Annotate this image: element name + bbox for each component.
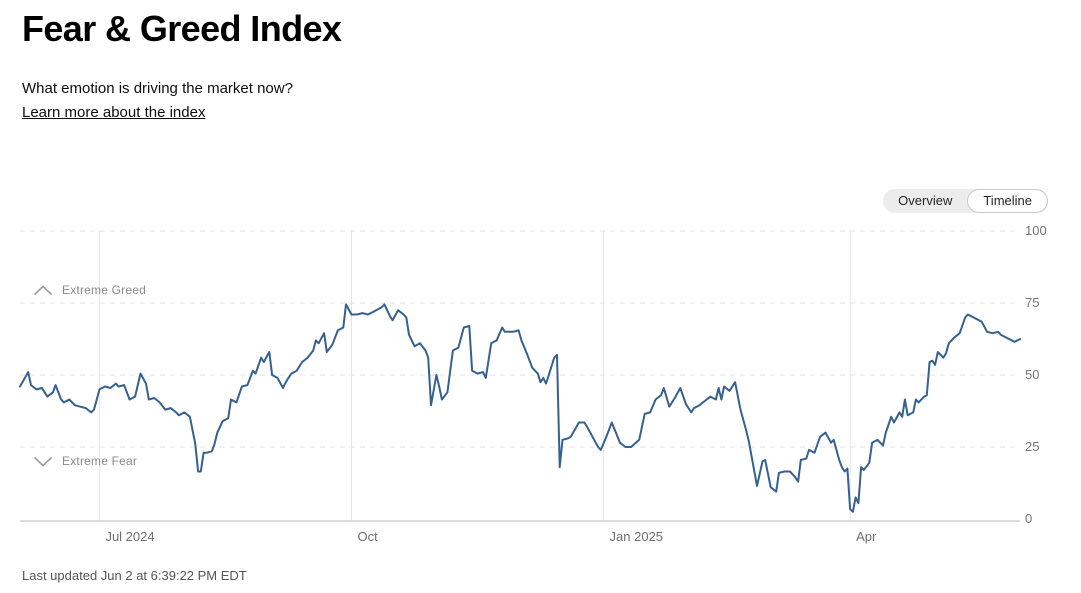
chevron-up-icon (33, 284, 53, 295)
subtitle: What emotion is driving the market now? (22, 80, 293, 97)
x-axis-tick-label: Oct (357, 529, 378, 544)
x-axis-tick-label: Jan 2025 (609, 529, 664, 544)
extreme-fear-label: Extreme Fear (62, 454, 138, 468)
fear-greed-index-line (19, 303, 1021, 513)
page-title: Fear & Greed Index (22, 8, 342, 49)
y-axis-tick-label: 0 (1025, 511, 1033, 526)
extreme-greed-label: Extreme Greed (62, 283, 146, 297)
view-toggle[interactable]: Overview Timeline (883, 189, 1048, 213)
y-axis-tick-label: 75 (1025, 295, 1040, 310)
learn-more-link[interactable]: Learn more about the index (22, 104, 206, 121)
toggle-overview-button[interactable]: Overview (883, 189, 967, 213)
y-axis-tick-label: 25 (1025, 439, 1040, 454)
x-axis-tick-label: Apr (856, 529, 877, 544)
chevron-down-icon (33, 456, 53, 467)
toggle-timeline-button[interactable]: Timeline (967, 189, 1048, 213)
y-axis-tick-label: 50 (1025, 367, 1040, 382)
y-axis-tick-label: 100 (1025, 223, 1047, 238)
x-axis-tick-label: Jul 2024 (105, 529, 155, 544)
extreme-fear-annotation: Extreme Fear (33, 454, 137, 468)
extreme-greed-annotation: Extreme Greed (33, 283, 146, 297)
last-updated-text: Last updated Jun 2 at 6:39:22 PM EDT (22, 568, 247, 583)
